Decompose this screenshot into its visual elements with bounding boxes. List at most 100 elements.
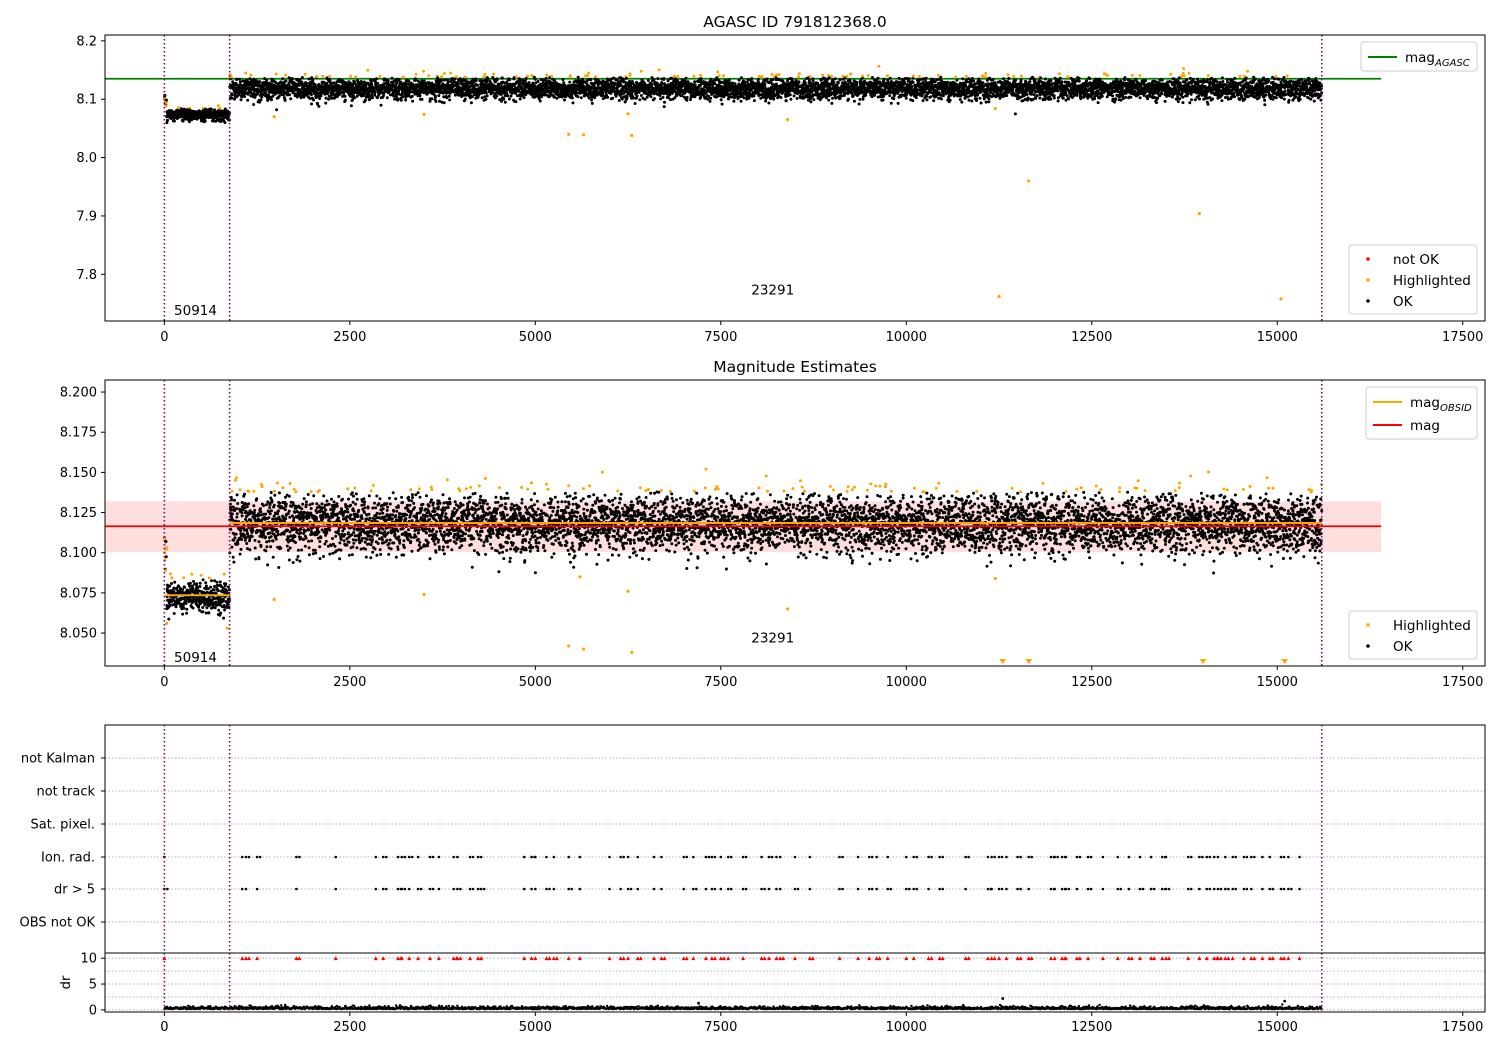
ok-point bbox=[256, 92, 260, 96]
highlighted-point bbox=[354, 75, 358, 79]
ok-point bbox=[765, 77, 769, 81]
highlighted-point bbox=[797, 72, 801, 76]
ok-point bbox=[727, 78, 731, 82]
ok-point bbox=[838, 78, 842, 82]
ok-point bbox=[795, 96, 799, 100]
ok-point bbox=[343, 98, 347, 102]
ok-point bbox=[469, 101, 473, 105]
highlighted-point bbox=[877, 64, 881, 68]
ok-point bbox=[404, 98, 408, 102]
ok-point bbox=[652, 78, 656, 82]
highlighted-point bbox=[568, 74, 572, 78]
highlighted-point bbox=[717, 74, 721, 78]
highlighted-point bbox=[550, 74, 553, 78]
ok-point bbox=[593, 81, 597, 85]
ok-point bbox=[763, 83, 767, 86]
ok-point bbox=[771, 78, 775, 82]
ok-point bbox=[204, 107, 207, 111]
ok-point bbox=[568, 80, 572, 84]
ok-point bbox=[318, 97, 322, 101]
ok-point bbox=[601, 92, 605, 96]
ok-point bbox=[562, 81, 566, 85]
highlighted-point bbox=[201, 106, 205, 110]
highlighted-point bbox=[911, 74, 915, 78]
ok-point bbox=[409, 90, 413, 94]
ok-point bbox=[233, 97, 236, 101]
highlighted-point bbox=[861, 74, 865, 78]
highlighted-point bbox=[936, 73, 940, 77]
ok-point bbox=[527, 81, 531, 85]
ok-point bbox=[355, 94, 359, 98]
ok-point bbox=[271, 94, 275, 98]
ok-point bbox=[310, 102, 313, 106]
ok-point bbox=[289, 97, 293, 101]
ok-point bbox=[827, 98, 831, 102]
highlighted-point bbox=[885, 74, 889, 78]
ok-point bbox=[411, 99, 415, 103]
ok-point bbox=[230, 96, 234, 100]
ok-point bbox=[447, 94, 451, 98]
highlighted-point bbox=[797, 75, 800, 79]
ok-point bbox=[870, 76, 874, 79]
ok-point bbox=[611, 96, 615, 100]
ok-point bbox=[288, 93, 291, 97]
ok-point bbox=[533, 84, 537, 88]
ok-point bbox=[259, 98, 263, 102]
ok-point bbox=[452, 84, 455, 88]
ok-point bbox=[495, 78, 499, 82]
highlighted-point bbox=[401, 75, 405, 79]
ok-point bbox=[187, 120, 191, 124]
ok-point bbox=[739, 99, 743, 103]
ok-point bbox=[343, 94, 347, 98]
ok-point bbox=[961, 77, 965, 81]
ok-point bbox=[258, 100, 262, 104]
ok-point bbox=[810, 90, 814, 94]
ok-point bbox=[789, 97, 793, 101]
ok-point bbox=[960, 100, 964, 104]
ok-point bbox=[474, 79, 478, 82]
ok-point bbox=[699, 77, 703, 81]
ok-point bbox=[312, 98, 315, 102]
ok-point bbox=[579, 96, 583, 100]
ok-point bbox=[864, 93, 868, 97]
ok-point bbox=[252, 103, 256, 106]
ok-point bbox=[166, 118, 169, 122]
ok-point bbox=[313, 83, 317, 86]
ok-point bbox=[948, 98, 952, 102]
ok-point bbox=[239, 98, 243, 102]
highlighted-point bbox=[964, 74, 968, 78]
ok-point bbox=[663, 100, 666, 104]
ok-point bbox=[581, 77, 585, 81]
ok-point bbox=[538, 99, 542, 103]
ok-point bbox=[536, 79, 540, 83]
highlighted-point bbox=[587, 71, 591, 75]
ok-point bbox=[907, 77, 911, 81]
ok-point bbox=[576, 95, 580, 99]
ok-point bbox=[881, 98, 885, 102]
ok-point bbox=[480, 96, 484, 100]
highlighted-point bbox=[954, 75, 958, 79]
ok-point bbox=[807, 78, 811, 82]
ok-point bbox=[434, 100, 438, 103]
ok-point bbox=[972, 79, 976, 83]
highlighted-point bbox=[722, 74, 725, 78]
ok-point bbox=[249, 91, 253, 95]
ok-point bbox=[779, 96, 783, 99]
ok-point bbox=[873, 93, 876, 97]
ok-point bbox=[889, 101, 893, 105]
ok-point bbox=[448, 98, 452, 102]
ok-point bbox=[857, 102, 861, 106]
ok-point bbox=[941, 94, 945, 98]
ok-point bbox=[317, 104, 321, 108]
ok-point bbox=[675, 94, 679, 97]
highlighted-point bbox=[545, 73, 549, 77]
ok-point bbox=[373, 93, 377, 97]
ok-point bbox=[882, 77, 886, 81]
ok-point bbox=[914, 96, 918, 100]
ok-point bbox=[353, 96, 357, 100]
ok-point bbox=[254, 79, 258, 83]
ok-point bbox=[836, 81, 840, 85]
highlighted-point bbox=[917, 75, 921, 79]
ok-point bbox=[967, 98, 971, 102]
ok-point bbox=[307, 77, 311, 81]
